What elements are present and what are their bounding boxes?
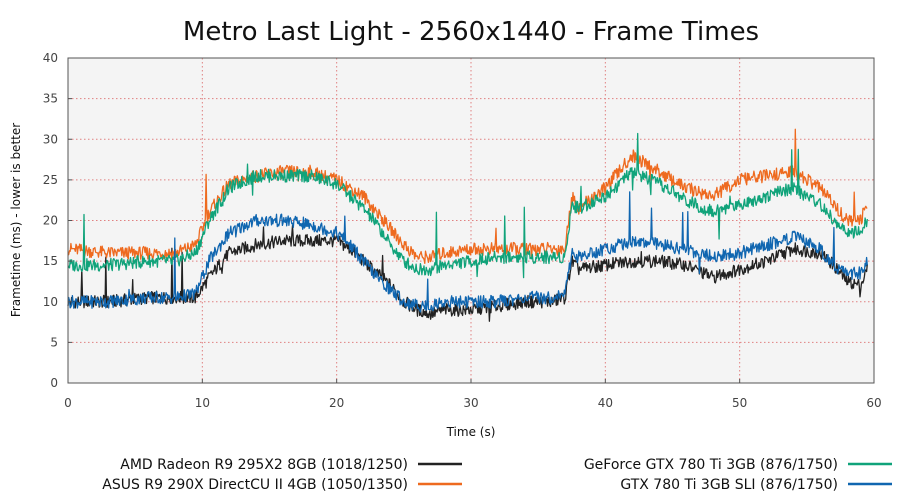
y-tick-label: 5 <box>50 335 58 349</box>
x-tick-label: 10 <box>195 396 210 410</box>
y-tick-label: 20 <box>43 214 58 228</box>
x-tick-label: 40 <box>598 396 613 410</box>
series-layer <box>67 128 868 322</box>
y-axis-label: Frametime (ms) - lower is better <box>9 123 23 317</box>
series-line-4 <box>67 191 868 313</box>
y-tick-label: 10 <box>43 295 58 309</box>
y-tick-label: 0 <box>50 376 58 390</box>
y-tick-label: 30 <box>43 132 58 146</box>
legend: AMD Radeon R9 295X2 8GB (1018/1250) ASUS … <box>102 457 892 493</box>
series-line-1 <box>67 224 868 322</box>
series-line-3 <box>67 132 868 279</box>
legend-label-3: GeForce GTX 780 Ti 3GB (876/1750) <box>584 457 838 473</box>
plot-background <box>68 58 874 383</box>
x-tick-label: 20 <box>329 396 344 410</box>
legend-label-2: ASUS R9 290X DirectCU II 4GB (1050/1350) <box>102 477 408 493</box>
legend-label-1: AMD Radeon R9 295X2 8GB (1018/1250) <box>120 457 408 473</box>
y-tick-label: 35 <box>43 92 58 106</box>
y-tick-label: 40 <box>43 51 58 65</box>
series-line-2 <box>67 128 868 265</box>
legend-label-4: GTX 780 Ti 3GB SLI (876/1750) <box>620 477 838 493</box>
y-tick-labels: 0 5 10 15 20 25 30 35 40 <box>43 51 72 390</box>
x-tick-label: 50 <box>732 396 747 410</box>
x-axis-label: Time (s) <box>446 425 496 439</box>
x-tick-labels: 0 10 20 30 40 50 60 <box>64 379 882 410</box>
y-tick-label: 15 <box>43 254 58 268</box>
x-tick-label: 30 <box>463 396 478 410</box>
plot-area <box>68 58 874 383</box>
y-tick-label: 25 <box>43 173 58 187</box>
chart-title: Metro Last Light - 2560x1440 - Frame Tim… <box>183 17 759 47</box>
x-tick-label: 60 <box>866 396 881 410</box>
x-tick-label: 0 <box>64 396 72 410</box>
